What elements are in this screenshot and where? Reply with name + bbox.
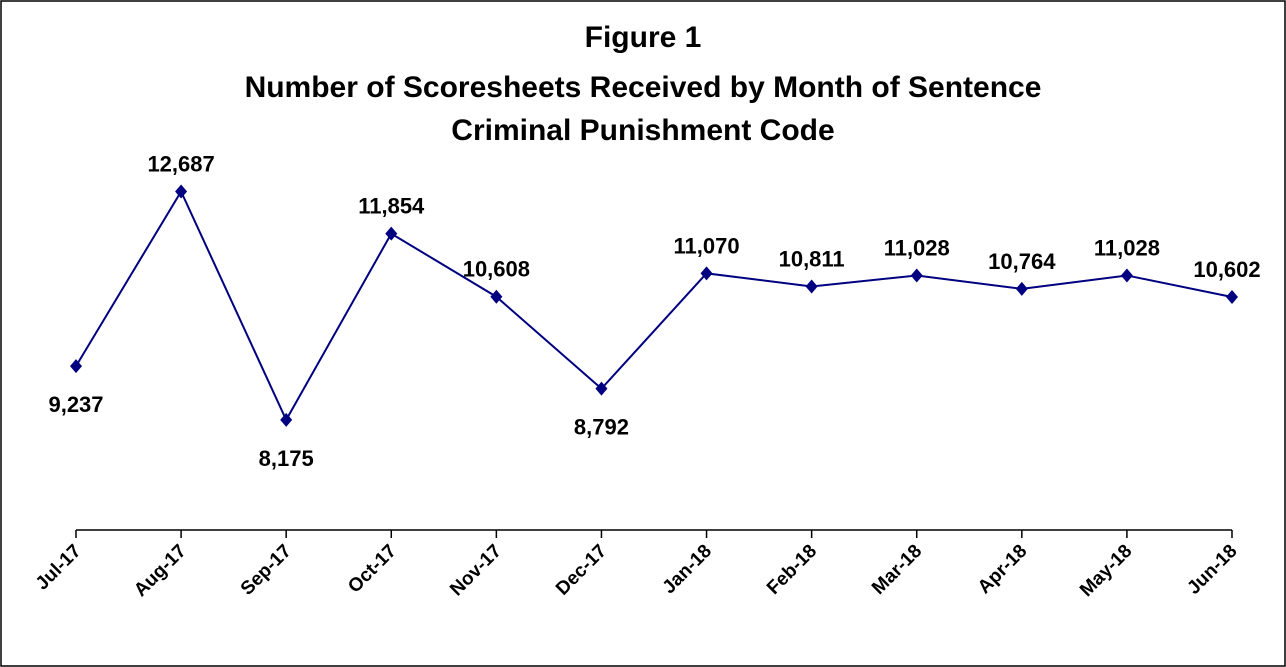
- chart-title: Criminal Punishment Code: [451, 114, 834, 147]
- data-line: [75, 189, 1233, 423]
- data-point: [700, 266, 713, 281]
- data-label: 11,028: [1094, 235, 1160, 260]
- chart-title: Figure 1: [585, 21, 702, 54]
- data-point: [910, 268, 923, 283]
- data-point: [175, 184, 188, 199]
- data-label: 11,070: [674, 233, 740, 258]
- data-point: [1226, 290, 1238, 305]
- data-point: [280, 412, 293, 427]
- data-label: 10,608: [463, 257, 530, 282]
- chart-title: Number of Scoresheets Received by Month …: [245, 71, 1042, 104]
- data-point: [490, 289, 503, 304]
- data-point: [385, 226, 398, 241]
- data-label: 9,237: [48, 392, 103, 417]
- data-label: 11,028: [884, 235, 950, 260]
- data-label: 10,811: [779, 246, 845, 271]
- data-point: [805, 279, 818, 294]
- data-point: [1120, 268, 1133, 283]
- data-label: 8,792: [574, 415, 629, 440]
- data-point: [70, 359, 82, 374]
- data-label: 10,602: [1193, 257, 1260, 282]
- data-label: 10,764: [988, 249, 1056, 274]
- data-label: 8,175: [259, 446, 314, 471]
- data-label: 11,854: [358, 194, 425, 219]
- data-point: [595, 381, 608, 396]
- data-point: [1015, 281, 1028, 296]
- data-label: 12,687: [147, 151, 214, 176]
